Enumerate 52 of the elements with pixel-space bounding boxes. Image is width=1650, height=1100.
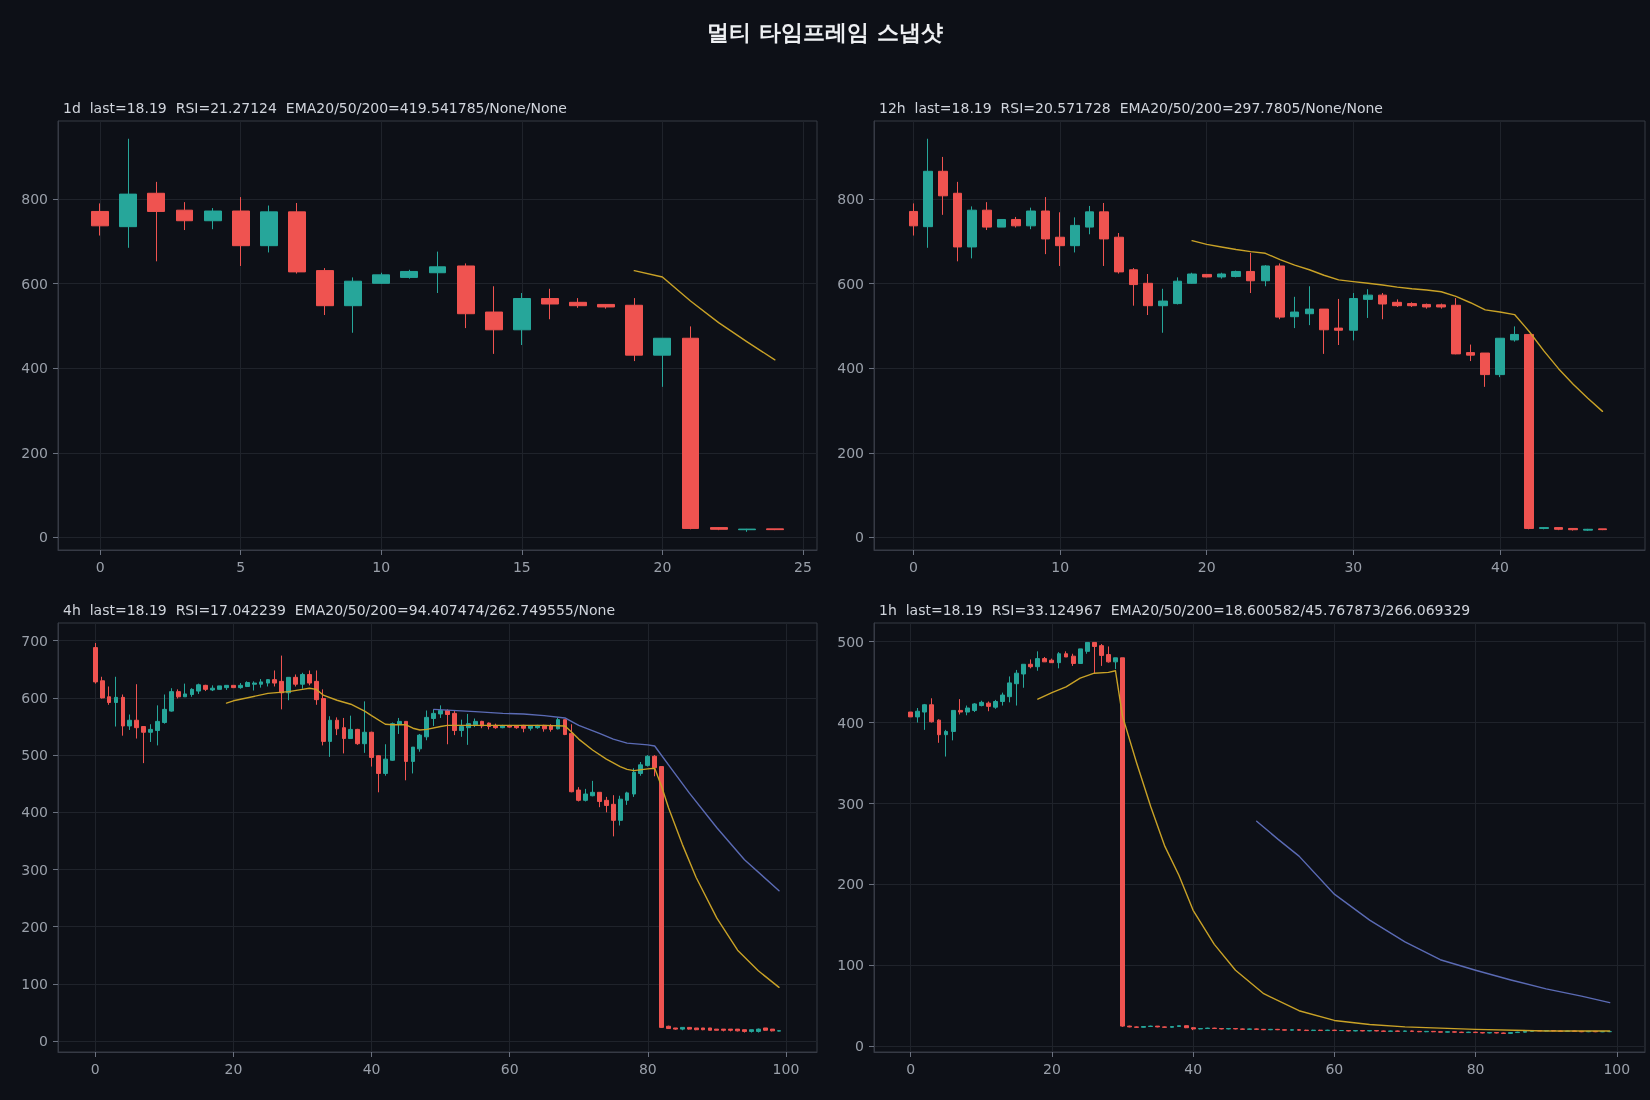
x-tick-label: 100 [772, 1061, 800, 1077]
y-tick-label: 100 [21, 975, 48, 992]
y-tick-label: 0 [39, 1033, 48, 1050]
y-tick-label: 200 [837, 876, 864, 893]
chart-title: 12h last=18.19 RSI=20.571728 EMA20/50/200=297.7805/None/None [879, 100, 1383, 116]
y-tick-label: 600 [21, 689, 48, 706]
x-tick-label: 10 [1051, 559, 1070, 575]
y-tick-label: 800 [21, 191, 48, 208]
y-tick-label: 300 [21, 861, 48, 878]
x-tick-label: 0 [909, 559, 919, 575]
x-tick-label: 0 [906, 1061, 916, 1077]
y-tick-label: 700 [21, 632, 48, 649]
x-tick-label: 80 [1466, 1061, 1485, 1077]
chart-title: 4h last=18.19 RSI=17.042239 EMA20/50/200=94.407474/262.749555/None [63, 602, 616, 618]
x-tick-label: 60 [1325, 1061, 1344, 1077]
y-tick-label: 800 [837, 191, 864, 208]
y-tick-label: 500 [21, 747, 48, 764]
y-tick-label: 0 [855, 529, 864, 546]
text: 멀티 타임프레임 스냅샷 [706, 19, 944, 47]
x-tick-label: 0 [95, 559, 105, 575]
y-tick-label: 300 [837, 795, 864, 812]
y-tick-label: 0 [39, 529, 48, 546]
x-tick-label: 40 [1490, 559, 1509, 575]
x-tick-label: 20 [653, 559, 672, 575]
x-tick-label: 30 [1344, 559, 1363, 575]
x-tick-label: 100 [1603, 1061, 1631, 1077]
x-tick-label: 80 [638, 1061, 657, 1077]
x-tick-label: 20 [1043, 1061, 1061, 1077]
y-tick-label: 100 [837, 957, 864, 974]
x-tick-label: 20 [224, 1061, 243, 1077]
x-tick-label: 10 [372, 559, 391, 575]
y-tick-label: 0 [855, 1038, 864, 1055]
x-tick-label: 5 [236, 559, 246, 575]
y-tick-label: 400 [21, 804, 48, 821]
y-tick-label: 200 [21, 918, 48, 935]
y-tick-label: 200 [837, 444, 864, 461]
y-tick-label: 400 [837, 714, 864, 731]
y-tick-label: 200 [21, 444, 48, 461]
x-tick-label: 40 [1184, 1061, 1203, 1077]
y-tick-label: 400 [21, 360, 48, 377]
x-tick-label: 40 [362, 1061, 381, 1077]
x-tick-label: 20 [1197, 559, 1216, 575]
x-tick-label: 60 [500, 1061, 519, 1077]
y-tick-label: 600 [837, 275, 864, 292]
x-tick-label: 25 [794, 559, 812, 575]
y-tick-label: 600 [21, 275, 48, 292]
x-tick-label: 15 [512, 559, 531, 575]
y-tick-label: 500 [837, 633, 864, 650]
chart-title: 1h last=18.19 RSI=33.124967 EMA20/50/200=18.600582/45.767873/266.069329 [879, 602, 1471, 618]
chart-title: 1d last=18.19 RSI=21.27124 EMA20/50/200=419.541785/None/None [63, 100, 567, 116]
y-tick-label: 400 [837, 360, 864, 377]
x-tick-label: 0 [90, 1061, 100, 1077]
